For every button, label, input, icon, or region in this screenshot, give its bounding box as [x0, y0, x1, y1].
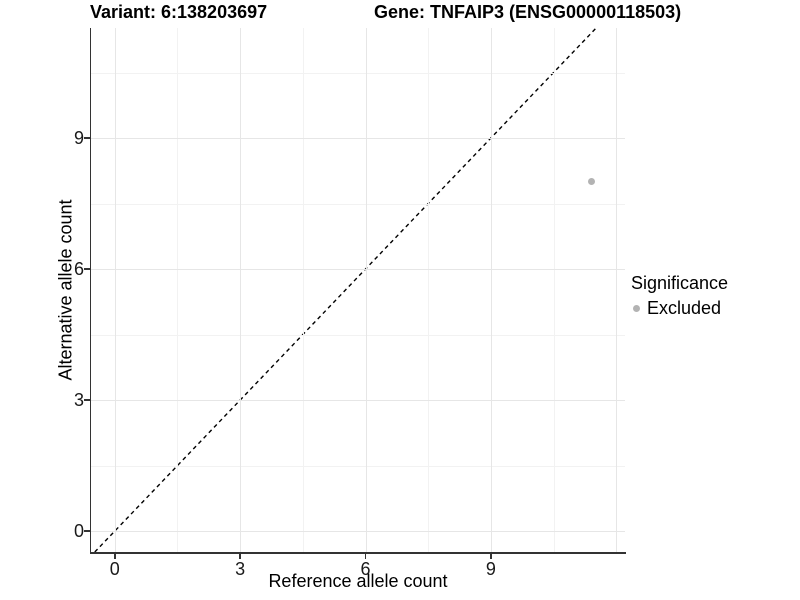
x-axis-line	[89, 552, 626, 554]
plot-title-variant: Variant: 6:138203697	[90, 2, 268, 22]
y-minor-gridline	[91, 203, 625, 205]
plot-title-gene: Gene: TNFAIP3 (ENSG00000118503)	[374, 2, 682, 22]
y-tick-mark	[84, 137, 90, 139]
x-major-gridline	[490, 28, 492, 552]
x-tick-label: 6	[360, 559, 371, 579]
x-tick-mark	[114, 553, 116, 559]
y-tick-label: 0	[73, 521, 84, 542]
x-minor-gridline	[553, 28, 555, 552]
x-tick-mark	[490, 553, 492, 559]
y-minor-gridline	[91, 465, 625, 467]
legend-item-excluded: Excluded	[631, 297, 728, 319]
y-tick-mark	[84, 399, 90, 401]
x-tick-mark	[239, 553, 241, 559]
dot-icon	[633, 304, 640, 312]
y-major-gridline	[91, 531, 625, 533]
x-minor-gridline	[177, 28, 179, 552]
y-major-gridline	[91, 138, 625, 140]
y-axis-line	[89, 28, 91, 554]
legend-title: Significance	[631, 273, 729, 293]
x-tick-mark	[364, 553, 367, 559]
x-major-gridline	[365, 28, 367, 552]
legend: Significance Excluded	[631, 272, 728, 319]
x-minor-gridline	[428, 28, 430, 552]
y-tick-label: 3	[73, 390, 84, 411]
x-tick-label: 9	[485, 559, 496, 579]
plot-panel	[91, 27, 625, 553]
data-point	[587, 178, 595, 186]
y-tick-label: 6	[73, 259, 84, 280]
y-tick-mark	[84, 530, 90, 532]
x-major-gridline	[240, 28, 242, 552]
y-tick-label: 9	[73, 128, 84, 149]
y-major-gridline	[91, 269, 625, 271]
x-tick-label: 0	[109, 559, 120, 579]
y-major-gridline	[91, 400, 625, 402]
x-minor-gridline	[302, 28, 304, 552]
identity-dashed-line	[94, 27, 597, 553]
x-major-gridline	[616, 28, 618, 552]
y-axis-title: Alternative allele count	[55, 199, 76, 381]
y-minor-gridline	[91, 72, 625, 74]
y-tick-mark	[84, 268, 90, 270]
x-major-gridline	[114, 28, 116, 552]
x-axis-title: Reference allele count	[268, 571, 448, 591]
x-tick-label: 3	[235, 559, 246, 579]
legend-item-label: Excluded	[647, 298, 722, 318]
y-minor-gridline	[91, 334, 625, 336]
